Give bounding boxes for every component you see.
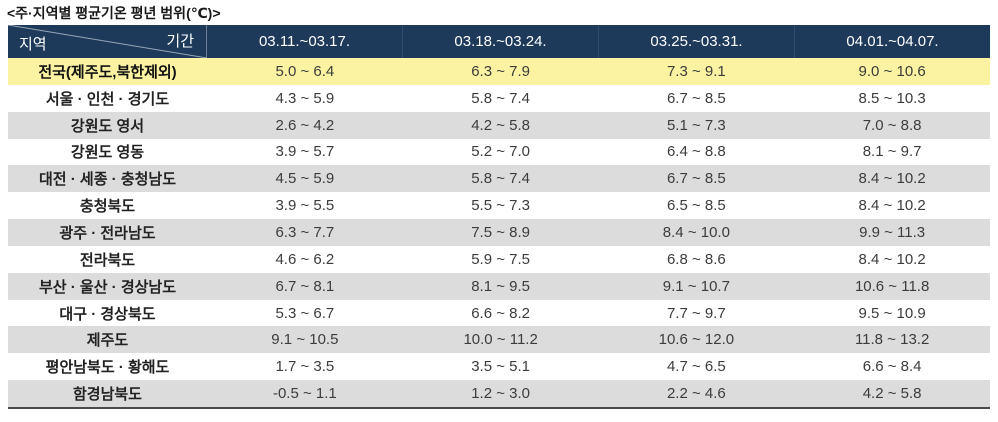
table-row: 대전 · 세종 · 충청남도 4.5 ~ 5.9 5.8 ~ 7.4 6.7 ~… [8, 165, 990, 193]
value-cell: 2.6 ~ 4.2 [275, 116, 335, 134]
value-cell: 3.5 ~ 5.1 [471, 358, 531, 376]
value-cell: 2.2 ~ 4.6 [666, 385, 726, 403]
table-row: 평안남북도 · 황해도 1.7 ~ 3.5 3.5 ~ 5.1 4.7 ~ 6.… [8, 353, 990, 381]
column-header-week2: 03.18.~03.24. [403, 25, 599, 58]
region-cell: 충청북도 [79, 198, 136, 216]
value-cell: 4.7 ~ 6.5 [666, 358, 726, 376]
region-cell: 대전 · 세종 · 충청남도 [38, 171, 177, 189]
value-cell: 7.0 ~ 8.8 [862, 116, 922, 134]
value-cell: 9.9 ~ 11.3 [859, 223, 926, 241]
value-cell: 9.1 ~ 10.5 [271, 331, 339, 349]
value-cell: 6.5 ~ 8.5 [666, 197, 726, 215]
table-row: 강원도 영서 2.6 ~ 4.2 4.2 ~ 5.8 5.1 ~ 7.3 7.0… [8, 111, 990, 139]
value-cell: 1.7 ~ 3.5 [275, 358, 335, 376]
value-cell: 5.5 ~ 7.3 [471, 197, 531, 215]
table-row: 강원도 영동 3.9 ~ 5.7 5.2 ~ 7.0 6.4 ~ 8.8 8.1… [8, 138, 990, 166]
table-row: 대구 · 경상북도 5.3 ~ 6.7 6.6 ~ 8.2 7.7 ~ 9.7 … [8, 299, 990, 327]
value-cell: 6.7 ~ 8.5 [666, 170, 726, 188]
region-cell: 제주도 [86, 332, 129, 350]
region-cell: 전라북도 [79, 251, 136, 269]
region-cell: 대구 · 경상북도 [59, 305, 156, 323]
table-row: 서울 · 인천 · 경기도 4.3 ~ 5.9 5.8 ~ 7.4 6.7 ~ … [8, 84, 990, 112]
region-cell: 광주 · 전라남도 [59, 224, 156, 242]
region-cell: 함경남북도 [72, 386, 142, 404]
value-cell: 9.5 ~ 10.9 [858, 304, 926, 322]
value-cell: 9.0 ~ 10.6 [858, 62, 926, 80]
column-header-week3: 03.25.~03.31. [599, 25, 795, 58]
value-cell: 4.6 ~ 6.2 [275, 250, 335, 268]
value-cell: 8.4 ~ 10.2 [858, 197, 926, 215]
value-cell: 8.1 ~ 9.5 [471, 277, 531, 295]
value-cell: 8.4 ~ 10.0 [662, 223, 730, 241]
column-header-week4: 04.01.~04.07. [846, 33, 939, 50]
table-row: 전국(제주도,북한제외) 5.0 ~ 6.4 6.3 ~ 7.9 7.3 ~ 9… [8, 58, 990, 85]
table-row: 충청북도 3.9 ~ 5.5 5.5 ~ 7.3 6.5 ~ 8.5 8.4 ~… [8, 192, 990, 220]
value-cell: 6.3 ~ 7.9 [471, 62, 531, 80]
value-cell: 5.8 ~ 7.4 [471, 89, 531, 107]
value-cell: 3.9 ~ 5.5 [275, 197, 335, 215]
table-row: 함경남북도 -0.5 ~ 1.1 1.2 ~ 3.0 2.2 ~ 4.6 4.2… [8, 380, 990, 407]
value-cell: 8.4 ~ 10.2 [858, 250, 926, 268]
region-header-label: 지역 [19, 35, 47, 53]
value-cell: 4.2 ~ 5.8 [471, 116, 531, 134]
temperature-table: 지역 기간 03.11.~03.17. 03.18.~03.24. 03.25.… [8, 25, 990, 409]
value-cell: 9.1 ~ 10.7 [662, 277, 730, 295]
region-cell: 강원도 영서 [70, 117, 145, 135]
value-cell: 6.3 ~ 7.7 [275, 223, 335, 241]
table-row: 광주 · 전라남도 6.3 ~ 7.7 7.5 ~ 8.9 8.4 ~ 10.0… [8, 219, 990, 246]
value-cell: 6.8 ~ 8.6 [666, 250, 726, 268]
region-cell: 평안남북도 · 황해도 [45, 359, 170, 377]
page-title: <주·지역별 평균기온 평년 범위(℃)> [7, 5, 221, 21]
value-cell: 8.5 ~ 10.3 [858, 89, 926, 107]
value-cell: 10.6 ~ 12.0 [658, 331, 735, 349]
region-cell: 전국(제주도,북한제외) [38, 63, 177, 81]
value-cell: 5.8 ~ 7.4 [471, 170, 531, 188]
value-cell: 5.9 ~ 7.5 [471, 250, 531, 268]
table-header: 지역 기간 03.11.~03.17. 03.18.~03.24. 03.25.… [8, 25, 990, 58]
value-cell: -0.5 ~ 1.1 [272, 385, 337, 403]
column-header-week1: 03.11.~03.17. [207, 25, 403, 58]
value-cell: 6.7 ~ 8.5 [666, 89, 726, 107]
value-cell: 5.3 ~ 6.7 [275, 304, 335, 322]
value-cell: 6.6 ~ 8.2 [471, 304, 531, 322]
value-cell: 1.2 ~ 3.0 [471, 385, 531, 403]
value-cell: 6.6 ~ 8.4 [862, 358, 922, 376]
value-cell: 8.1 ~ 9.7 [862, 143, 922, 161]
table-row: 전라북도 4.6 ~ 6.2 5.9 ~ 7.5 6.8 ~ 8.6 8.4 ~… [8, 245, 990, 273]
value-cell: 5.0 ~ 6.4 [275, 62, 335, 80]
value-cell: 4.5 ~ 5.9 [275, 170, 335, 188]
table-body: 전국(제주도,북한제외) 5.0 ~ 6.4 6.3 ~ 7.9 7.3 ~ 9… [8, 58, 990, 407]
value-cell: 10.6 ~ 11.8 [854, 277, 930, 295]
value-cell: 7.3 ~ 9.1 [666, 62, 726, 80]
value-cell: 11.8 ~ 13.2 [854, 331, 930, 349]
value-cell: 7.5 ~ 8.9 [471, 223, 531, 241]
value-cell: 3.9 ~ 5.7 [275, 143, 335, 161]
period-header-label: 기간 [166, 32, 194, 50]
value-cell: 6.4 ~ 8.8 [666, 143, 726, 161]
value-cell: 10.0 ~ 11.2 [463, 331, 538, 349]
region-cell: 서울 · 인천 · 경기도 [45, 90, 170, 108]
corner-cell: 지역 기간 [8, 25, 207, 58]
value-cell: 8.4 ~ 10.2 [858, 170, 926, 188]
region-cell: 부산 · 울산 · 경상남도 [38, 278, 177, 296]
value-cell: 5.1 ~ 7.3 [666, 116, 726, 134]
table-row: 부산 · 울산 · 경상남도 6.7 ~ 8.1 8.1 ~ 9.5 9.1 ~… [8, 272, 990, 300]
value-cell: 5.2 ~ 7.0 [471, 143, 531, 161]
value-cell: 4.3 ~ 5.9 [275, 89, 335, 107]
value-cell: 7.7 ~ 9.7 [666, 304, 726, 322]
region-cell: 강원도 영동 [70, 144, 145, 162]
value-cell: 6.7 ~ 8.1 [275, 277, 335, 295]
diagonal-divider-icon [8, 25, 207, 58]
table-row: 제주도 9.1 ~ 10.5 10.0 ~ 11.2 10.6 ~ 12.0 1… [8, 326, 990, 354]
value-cell: 4.2 ~ 5.8 [862, 385, 922, 403]
